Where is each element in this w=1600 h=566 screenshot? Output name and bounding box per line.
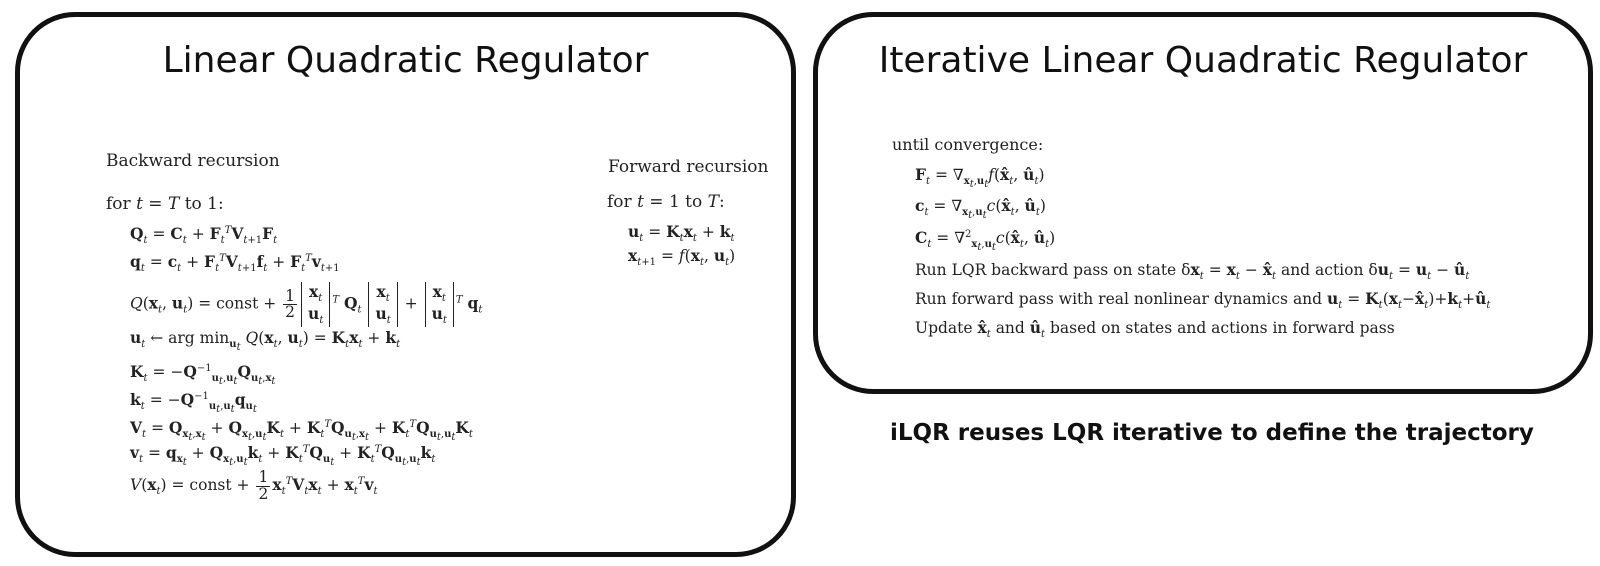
step-backward-pass: Run LQR backward pass on state δxt = xt … xyxy=(915,260,1470,283)
eq-Qt: Qt = Ct + FtTVt+1Ft xyxy=(130,224,278,247)
backward-loop-header: for t = T to 1: xyxy=(106,194,224,214)
step-Ft: Ft = ∇xt,utf(x̂t, ût) xyxy=(915,165,1045,191)
eq-V-function: V(xt) = const + 1 2 xtTVtxt + xtTvt xyxy=(130,468,378,503)
eq-Vt: Vt = Qxt,xt + Qxt,utKt + KtTQut,xt + KtT… xyxy=(130,418,473,444)
forward-loop-header: for t = 1 to T: xyxy=(607,192,725,212)
eq-Q-function: Q(xt, ut) = const + 1 2 xt ut T Qt xt ut + xt… xyxy=(130,282,483,328)
ilqr-panel xyxy=(813,12,1593,394)
step-update: Update x̂t and ût based on states and ac… xyxy=(915,318,1395,341)
eq-Kt: Kt = −Q−1ut,utQut,xt xyxy=(130,362,276,388)
ilqr-title: Iterative Linear Quadratic Regulator xyxy=(878,40,1528,81)
eq-kt: kt = −Q−1ut,utqut xyxy=(130,390,257,416)
eq-forward-ut: ut = Ktxt + kt xyxy=(628,222,735,245)
eq-forward-xt1: xt+1 = f(xt, ut) xyxy=(628,246,736,269)
eq-argmin: ut ← arg minut Q(xt, ut) = Ktxt + kt xyxy=(130,328,401,354)
eq-qt: qt = ct + FtTVt+1ft + FtTvt+1 xyxy=(130,252,340,275)
backward-recursion-label: Backward recursion xyxy=(106,151,280,171)
step-Ct: Ct = ∇2xt,utc(x̂t, ût) xyxy=(915,228,1056,254)
lqr-title: Linear Quadratic Regulator xyxy=(162,40,649,81)
caption: iLQR reuses LQR iterative to define the … xyxy=(890,420,1534,446)
convergence-label: until convergence: xyxy=(892,135,1044,154)
lqr-panel xyxy=(15,12,796,557)
forward-recursion-label: Forward recursion xyxy=(608,157,769,177)
eq-vt: vt = qxt + Qxt,utkt + KtTQut + KtTQut,ut… xyxy=(130,443,436,469)
step-ct: ct = ∇xt,utc(x̂t, ût) xyxy=(915,196,1046,222)
step-forward-pass: Run forward pass with real nonlinear dyn… xyxy=(915,289,1491,312)
